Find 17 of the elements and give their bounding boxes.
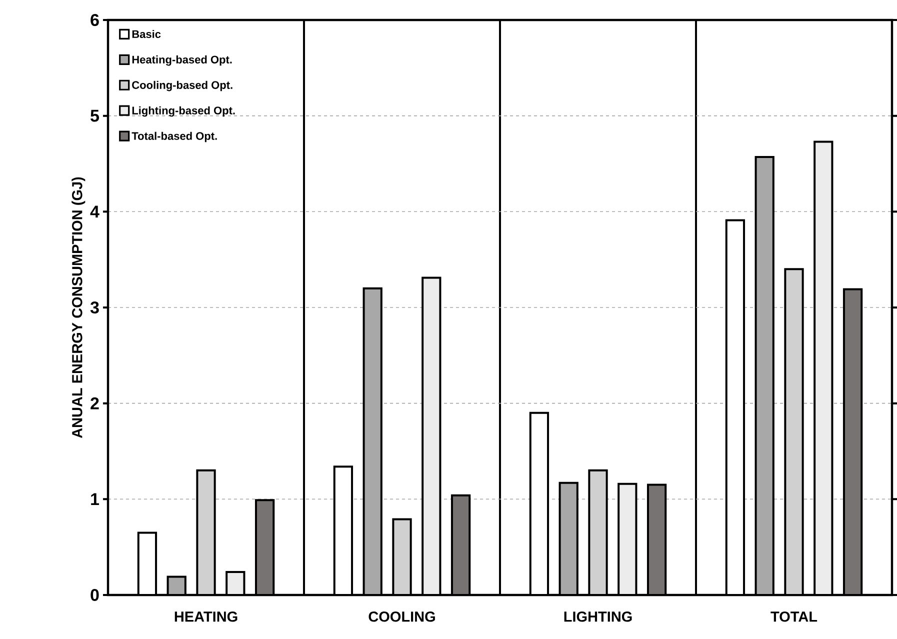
legend-label: Heating-based Opt.: [132, 55, 232, 66]
legend-label: Lighting-based Opt.: [132, 106, 235, 117]
y-tick-label: 5: [90, 110, 100, 122]
y-axis-title: ANUAL ENERGY CONSUMPTION (GJ): [72, 177, 86, 438]
y-tick-label: 1: [91, 493, 100, 505]
x-tick-label: TOTAL: [770, 612, 818, 622]
y-tick-label: 4: [90, 206, 100, 218]
x-tick-label: HEATING: [174, 612, 238, 622]
legend-label: Total-based Opt.: [132, 132, 217, 142]
legend-label: Cooling-based Opt.: [132, 80, 232, 92]
y-tick-label: 6: [90, 14, 99, 26]
x-tick-label: LIGHTING: [564, 612, 632, 622]
y-tick-label: 2: [90, 397, 99, 410]
y-tick-label: 3: [90, 301, 99, 314]
y-tick-label: 0: [90, 588, 99, 602]
legend-label: Basic: [132, 30, 161, 38]
x-tick-label: COOLING: [368, 612, 435, 622]
